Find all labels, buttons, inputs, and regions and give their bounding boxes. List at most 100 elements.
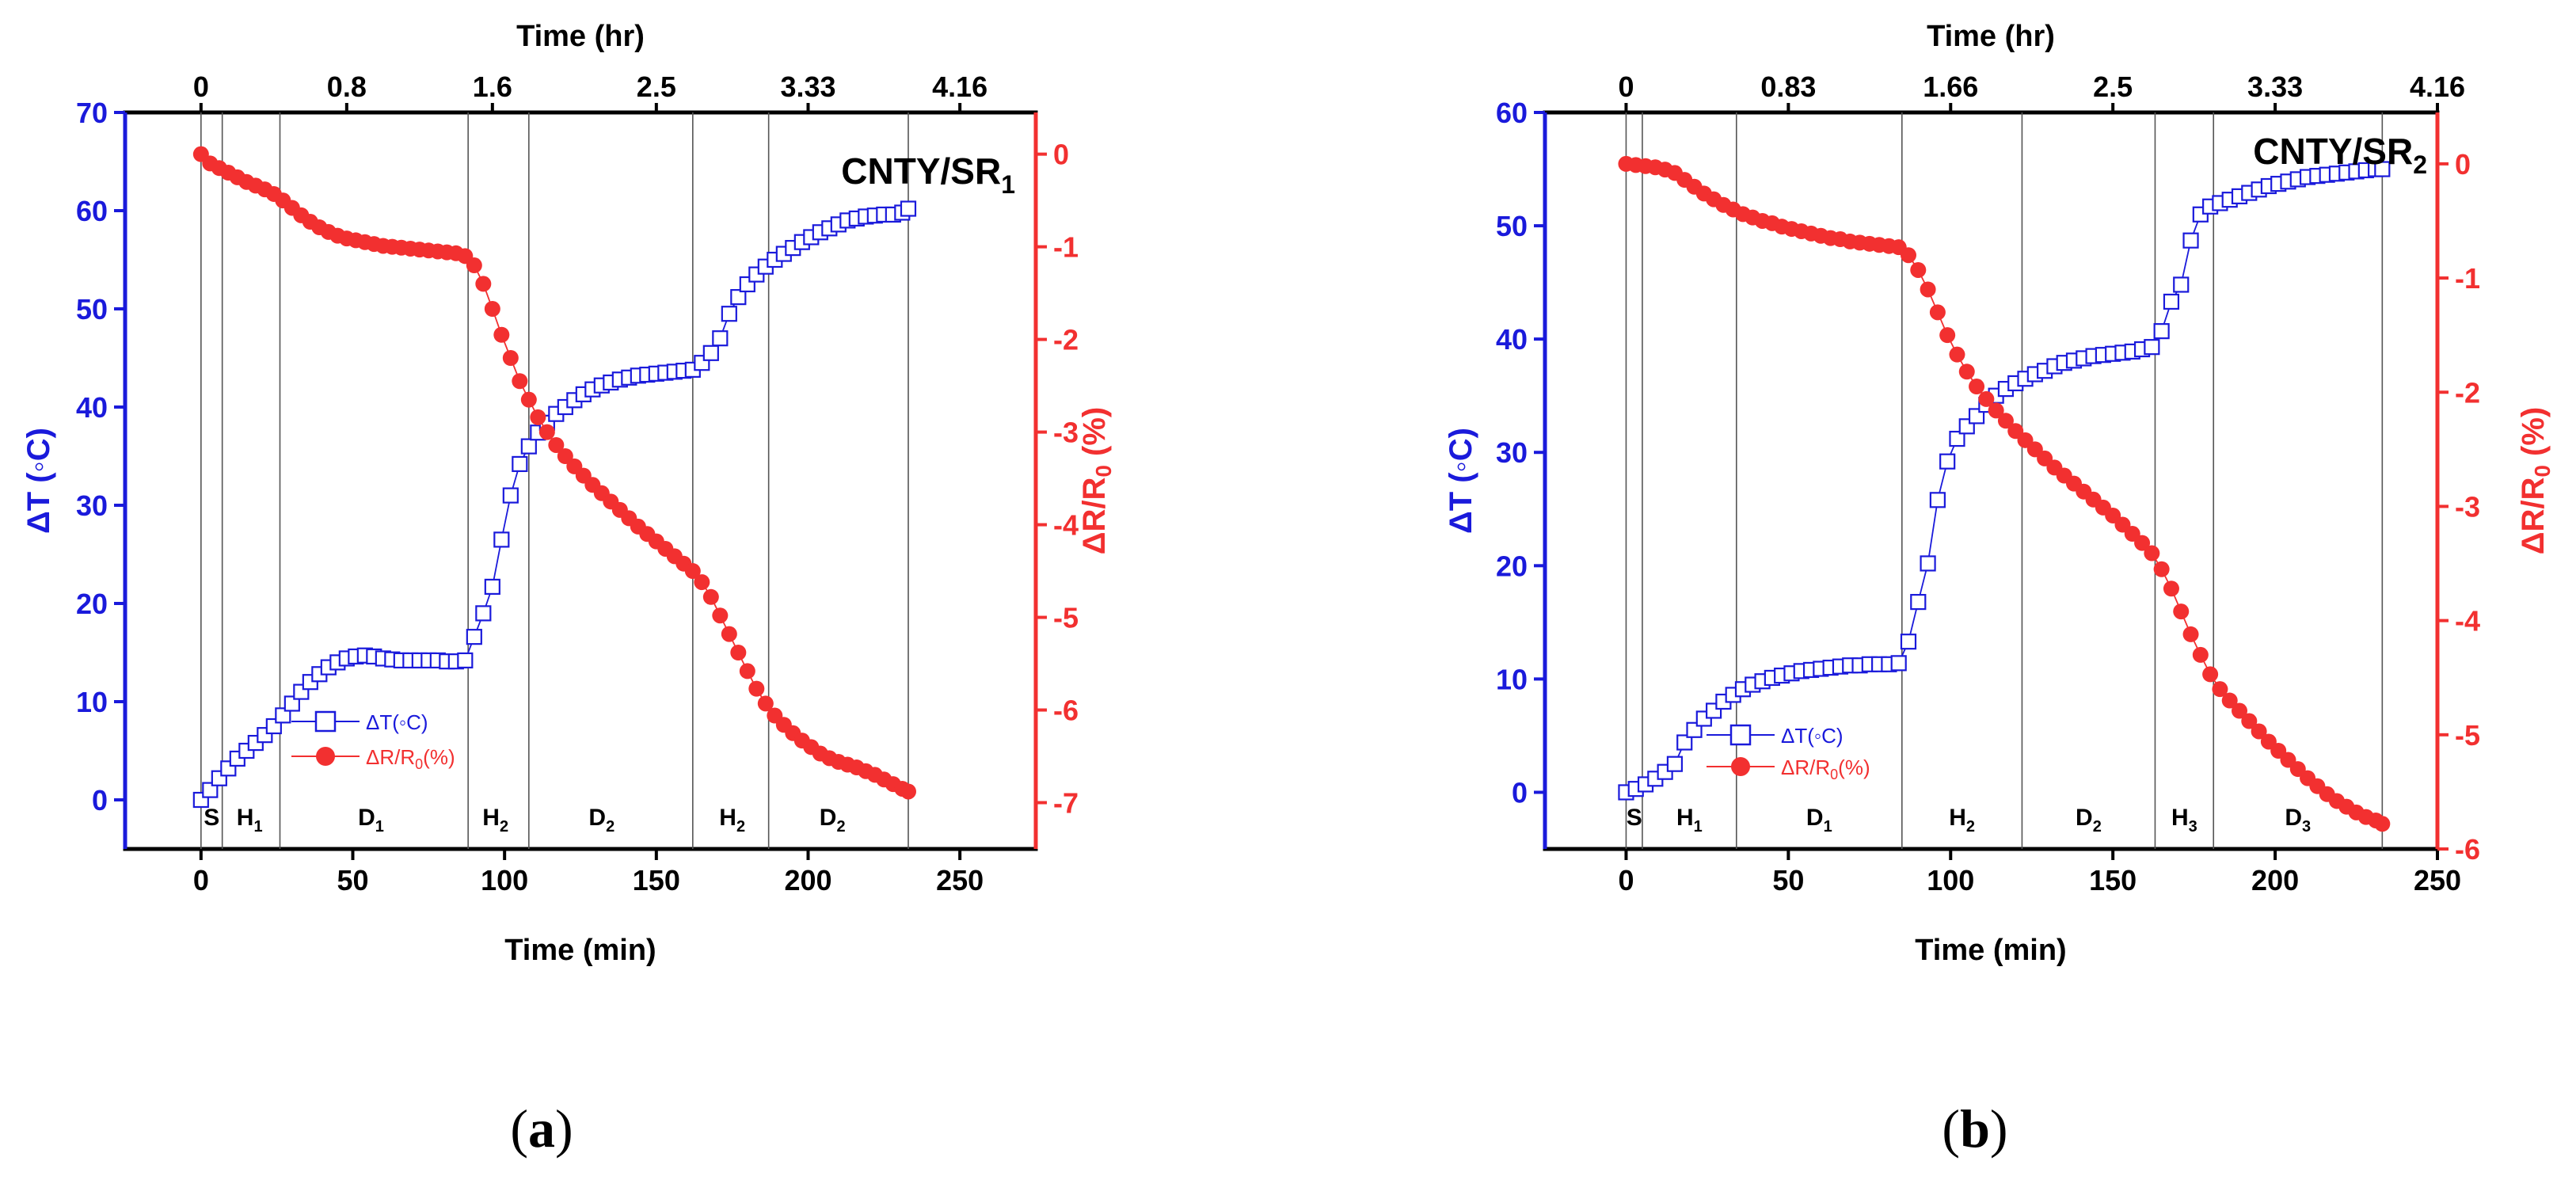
phase-label: H1 [1676, 805, 1703, 836]
resistance-data-point [2212, 681, 2228, 698]
right-y-tick-label: -3 [1053, 417, 1079, 449]
temperature-data-point [202, 782, 219, 798]
top-x-tick-label: 0.83 [1760, 70, 1816, 103]
legend-circle-marker [316, 747, 335, 766]
temperature-data-point [2153, 323, 2170, 340]
resistance-data-point [721, 626, 737, 642]
legend: ΔT(◦C) ΔR/R0(%) [1707, 724, 1870, 782]
temperature-data-point [475, 605, 492, 622]
left-y-tick-label: 60 [76, 195, 108, 227]
resistance-data-point [694, 574, 710, 591]
right-y-tick-label: -6 [1053, 695, 1079, 727]
temperature-data-point [2173, 276, 2190, 293]
left-axis-label: ΔT (◦C) [21, 428, 56, 534]
temperature-data-point [730, 289, 747, 306]
resistance-data-point [702, 588, 719, 605]
top-axis-label: Time (hr) [516, 20, 645, 53]
left-y-tick-label: 30 [1496, 436, 1528, 469]
top-x-tick-label: 0 [1618, 70, 1634, 103]
resistance-data-point [1958, 364, 1975, 380]
right-y-tick-label: -4 [2455, 605, 2480, 638]
left-y-tick-label: 0 [92, 784, 108, 816]
right-y-tick-label: -7 [1053, 787, 1079, 820]
temperature-data-point [900, 200, 917, 217]
phase-label: D1 [358, 805, 384, 836]
temperature-data-point [1929, 492, 1946, 508]
resistance-data-point [2153, 561, 2170, 577]
resistance-data-point [2173, 603, 2190, 620]
phase-label: H3 [2171, 805, 2197, 836]
x-tick-label: 250 [936, 864, 984, 896]
resistance-data-point [748, 680, 765, 697]
left-y-tick-label: 40 [1496, 323, 1528, 356]
legend-series1-label: ΔT(◦C) [366, 710, 428, 734]
resistance-data-point [2134, 535, 2151, 551]
x-tick-label: 0 [193, 864, 209, 896]
chart-title: CNTY/SR1 [841, 150, 1015, 199]
temperature-data-point [512, 455, 528, 473]
resistance-data-point [757, 695, 774, 712]
chart-title: CNTY/SR2 [2253, 131, 2427, 179]
x-tick-label: 100 [1927, 864, 1974, 896]
resistance-data-point [2182, 626, 2199, 642]
x-tick-label: 200 [784, 864, 831, 896]
right-axis-label: ΔR/R0 (%) [2516, 407, 2555, 555]
right-y-tick-label: 0 [1053, 139, 1069, 171]
temperature-data-point [1890, 655, 1907, 672]
resistance-data-point [900, 783, 916, 800]
x-tick-label: 250 [2414, 864, 2461, 896]
phase-label: D3 [2285, 805, 2311, 836]
temperature-data-point [702, 344, 719, 361]
right-y-tick-label: -1 [2455, 262, 2480, 295]
left-y-tick-label: 50 [1496, 210, 1528, 242]
legend: ΔT(◦C) ΔR/R0(%) [291, 710, 455, 772]
resistance-data-point [2192, 646, 2209, 663]
left-y-tick-label: 50 [76, 293, 108, 325]
x-tick-label: 150 [633, 864, 680, 896]
top-x-tick-label: 3.33 [780, 70, 835, 103]
phase-label: H2 [719, 805, 745, 836]
phase-label: H2 [1949, 805, 1975, 836]
resistance-data-point [1920, 281, 1936, 298]
resistance-data-point [2232, 702, 2248, 719]
legend-series2-label: ΔR/R0(%) [1781, 756, 1870, 782]
resistance-data-point [739, 663, 755, 679]
resistance-data-point [2241, 713, 2258, 729]
right-y-tick-label: -6 [2455, 833, 2480, 866]
top-x-tick-label: 2.5 [637, 70, 676, 103]
resistance-data-point [2144, 545, 2160, 561]
right-y-tick-label: -2 [1053, 324, 1079, 356]
right-axis-label: ΔR/R0 (%) [1077, 407, 1116, 555]
top-axis-label: Time (hr) [1927, 20, 2055, 53]
left-y-tick-label: 60 [1496, 97, 1528, 129]
phase-label: H1 [237, 805, 263, 836]
phase-label: D2 [2076, 805, 2102, 836]
resistance-data-point [684, 563, 701, 580]
right-y-tick-label: 0 [2455, 148, 2471, 181]
resistance-data-point [520, 391, 537, 408]
temperature-data-point [2374, 161, 2391, 177]
resistance-data-point [1929, 304, 1946, 321]
x-tick-label: 50 [1772, 864, 1804, 896]
x-tick-label: 50 [337, 864, 368, 896]
phase-label: D2 [588, 805, 615, 836]
resistance-data-point [493, 326, 510, 343]
x-axis-label: Time (min) [504, 934, 656, 967]
temperature-data-point [1949, 430, 1965, 447]
resistance-data-point [2221, 692, 2238, 709]
top-x-tick-label: 1.66 [1923, 70, 1978, 103]
panel-label: (b) [1942, 1098, 2007, 1159]
legend-square-marker [314, 710, 337, 733]
temperature-data-point [1910, 593, 1927, 611]
phase-label: H2 [482, 805, 508, 836]
resistance-data-point [1900, 247, 1916, 264]
resistance-data-point [712, 607, 729, 624]
left-y-tick-label: 10 [76, 686, 108, 718]
left-y-tick-label: 20 [1496, 550, 1528, 582]
top-x-tick-label: 3.33 [2247, 70, 2303, 103]
resistance-data-point [557, 448, 573, 464]
phase-label: D2 [820, 805, 846, 836]
resistance-data-point [530, 409, 546, 425]
